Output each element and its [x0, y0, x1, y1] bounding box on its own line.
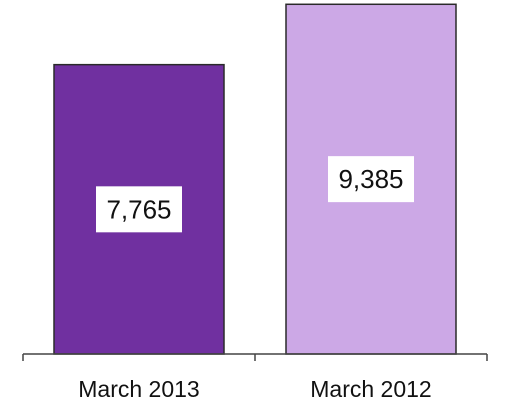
labels-group: 7,765 March 2013 9,385 March 2012 [78, 156, 432, 402]
x-axis [22, 353, 488, 361]
x-tick-label-1: March 2012 [310, 376, 431, 402]
data-label-box-0 [96, 186, 182, 233]
data-label-1: 9,385 [338, 164, 403, 194]
data-label-0: 7,765 [106, 194, 171, 224]
data-label-box-1 [328, 156, 414, 203]
x-tick-label-0: March 2013 [78, 376, 199, 402]
bars-group [53, 3, 457, 355]
